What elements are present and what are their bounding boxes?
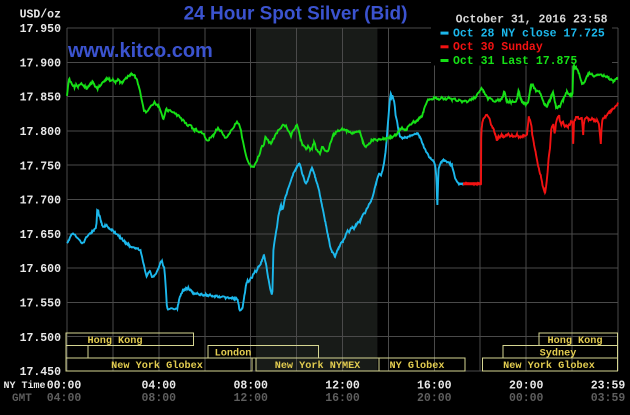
svg-text:17.750: 17.750 xyxy=(20,160,62,173)
svg-text:New York Globex: New York Globex xyxy=(111,360,203,372)
svg-text:Oct 28 NY close 17.725: Oct 28 NY close 17.725 xyxy=(453,27,605,40)
svg-text:17.450: 17.450 xyxy=(20,366,62,379)
svg-text:12:00: 12:00 xyxy=(325,379,360,392)
svg-text:NY Globex: NY Globex xyxy=(389,360,444,372)
svg-text:08:00: 08:00 xyxy=(142,392,177,405)
svg-text:www.kitco.com: www.kitco.com xyxy=(67,40,213,62)
svg-text:16:00: 16:00 xyxy=(417,379,452,392)
svg-text:00:00: 00:00 xyxy=(509,392,544,405)
svg-text:17.950: 17.950 xyxy=(20,23,62,36)
svg-text:Sydney: Sydney xyxy=(540,348,577,360)
svg-text:New York NYMEX: New York NYMEX xyxy=(275,360,361,372)
svg-text:16:00: 16:00 xyxy=(325,392,360,405)
svg-text:October 31, 2016 23:58: October 31, 2016 23:58 xyxy=(456,14,608,27)
svg-text:23:59: 23:59 xyxy=(591,379,626,392)
svg-text:24 Hour Spot Silver (Bid): 24 Hour Spot Silver (Bid) xyxy=(184,4,408,25)
svg-text:Hong Kong: Hong Kong xyxy=(547,336,602,347)
svg-text:17.500: 17.500 xyxy=(20,332,62,345)
svg-text:Oct 31 Last 17.875: Oct 31 Last 17.875 xyxy=(453,55,577,68)
svg-text:04:00: 04:00 xyxy=(47,392,82,405)
svg-text:Oct 30 Sunday: Oct 30 Sunday xyxy=(453,41,543,54)
svg-text:17.850: 17.850 xyxy=(20,92,62,105)
svg-text:USD/oz: USD/oz xyxy=(20,8,62,21)
svg-text:03:59: 03:59 xyxy=(591,392,626,405)
svg-text:London: London xyxy=(215,348,252,360)
svg-text:17.700: 17.700 xyxy=(20,195,62,208)
svg-text:17.650: 17.650 xyxy=(20,229,62,242)
svg-text:12:00: 12:00 xyxy=(233,392,268,405)
svg-text:00:00: 00:00 xyxy=(47,379,82,392)
svg-text:17.550: 17.550 xyxy=(20,298,62,311)
svg-text:20:00: 20:00 xyxy=(417,392,452,405)
svg-text:17.900: 17.900 xyxy=(20,57,62,70)
svg-text:Hong Kong: Hong Kong xyxy=(87,336,142,347)
svg-text:04:00: 04:00 xyxy=(142,379,177,392)
svg-text:GMT: GMT xyxy=(12,393,32,405)
svg-text:08:00: 08:00 xyxy=(233,379,268,392)
svg-text:New York Globex: New York Globex xyxy=(503,360,595,372)
svg-text:20:00: 20:00 xyxy=(509,379,544,392)
svg-text:17.800: 17.800 xyxy=(20,126,62,139)
svg-text:NY Time: NY Time xyxy=(4,380,46,392)
svg-text:17.600: 17.600 xyxy=(20,263,62,276)
